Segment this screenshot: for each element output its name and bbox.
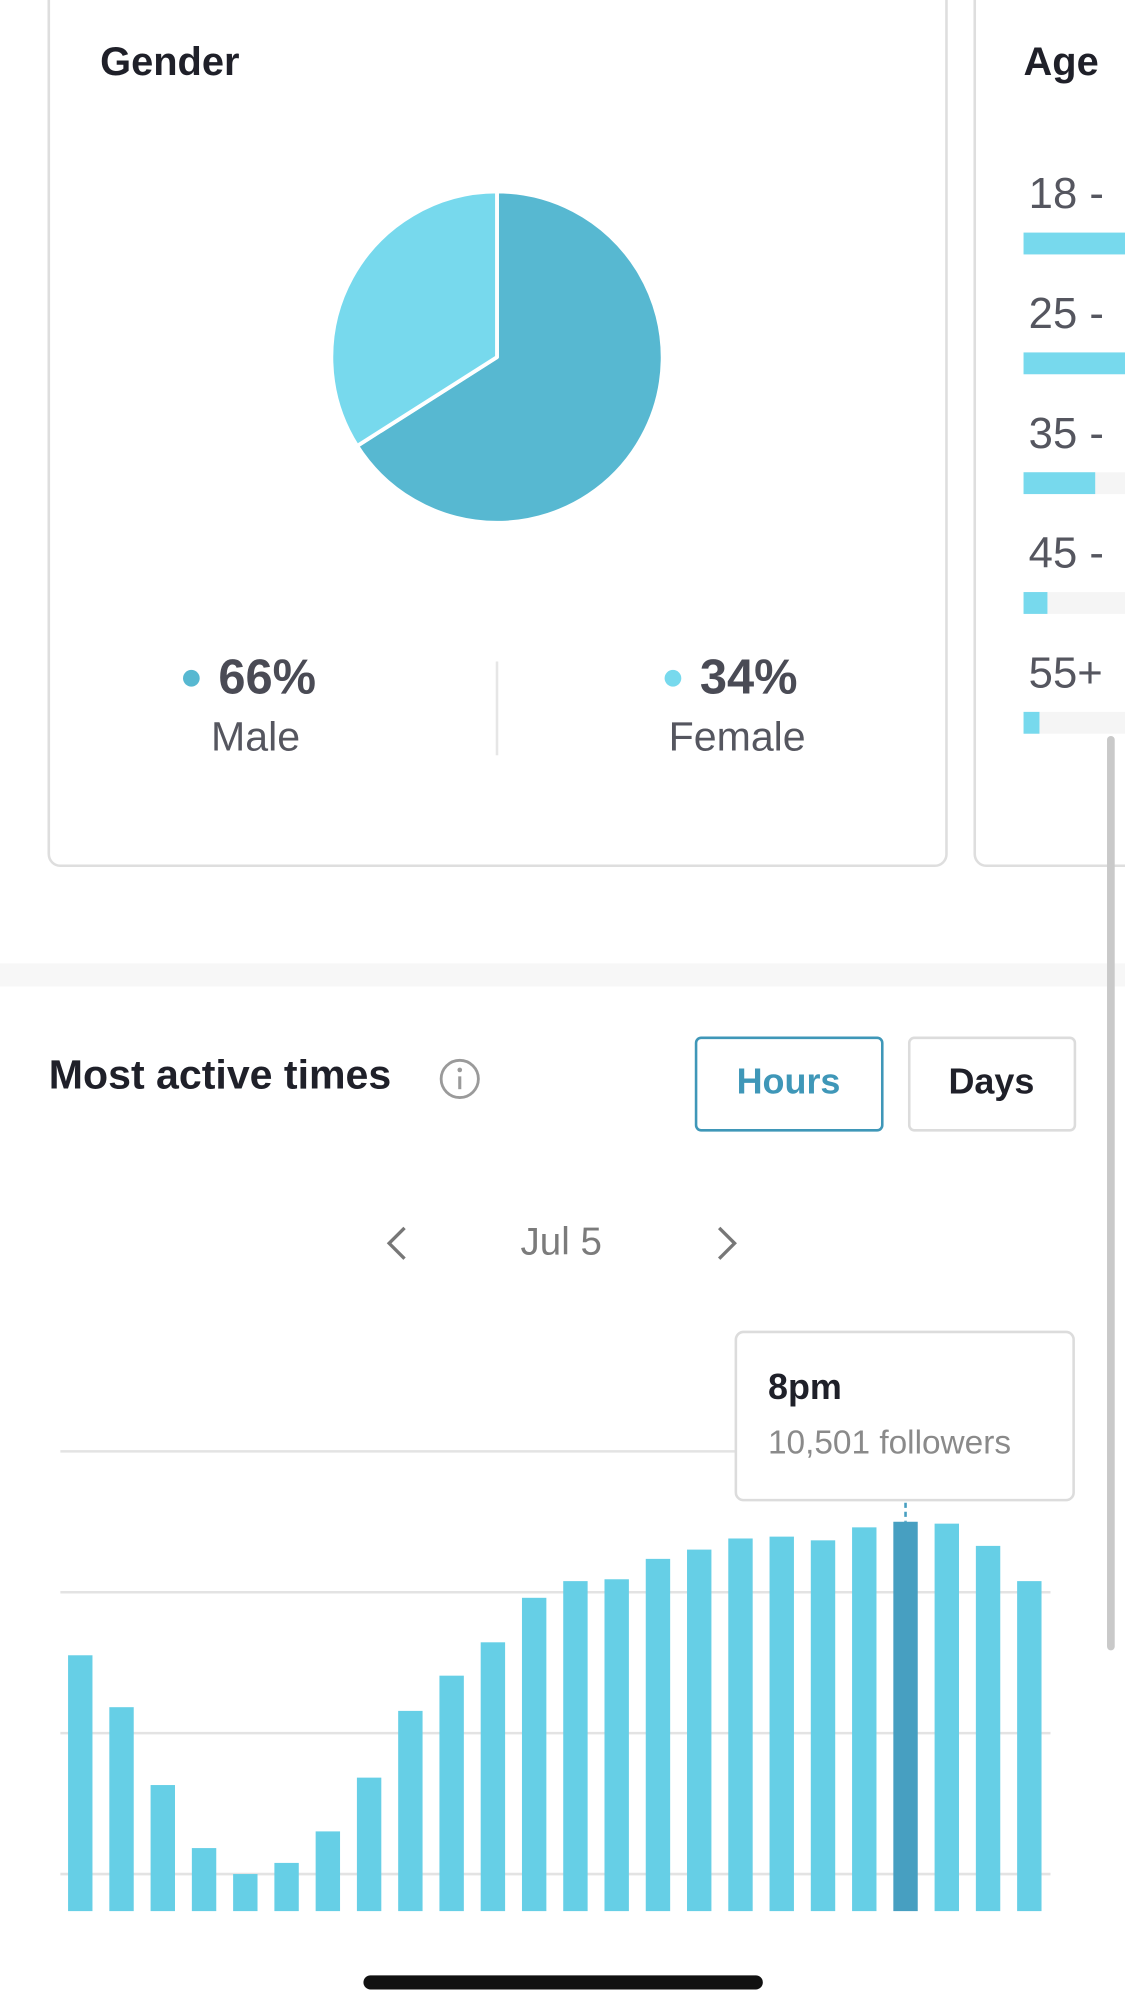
age-bar [1023, 232, 1125, 255]
age-label: 45 - [1029, 529, 1104, 578]
bar [728, 1538, 753, 1912]
info-circle [439, 1058, 480, 1099]
bar [852, 1527, 877, 1912]
bar [810, 1540, 836, 1912]
age-title: Age [1024, 40, 1099, 84]
gender-title: Gender [100, 40, 239, 84]
bar [563, 1581, 588, 1912]
next-arrow[interactable] [717, 1226, 737, 1260]
date-label: Jul 5 [521, 1221, 602, 1264]
age-card [973, 0, 1125, 868]
tooltip-text: 10,501 followers [768, 1425, 1011, 1462]
pie-slice [355, 189, 665, 525]
bar [975, 1545, 1001, 1912]
age-label: 25 - [1029, 289, 1104, 338]
bar [274, 1862, 299, 1912]
age-bar [1023, 711, 1040, 734]
age-track [1023, 592, 1125, 614]
bar [150, 1785, 175, 1912]
bar [191, 1848, 217, 1912]
bar [439, 1675, 464, 1912]
bar [604, 1579, 629, 1912]
info-icon[interactable] [439, 1058, 480, 1099]
info-dot [457, 1067, 463, 1073]
prev-arrow[interactable] [386, 1226, 406, 1260]
bar [315, 1831, 341, 1912]
legend-value: 34% [700, 651, 798, 705]
hours-button-label[interactable]: Hours [737, 1061, 841, 1102]
home-indicator [363, 1975, 763, 1990]
bar [1017, 1581, 1042, 1912]
bar [233, 1874, 258, 1912]
legend-dot [183, 669, 200, 687]
age-bar [1023, 592, 1048, 614]
bar [769, 1536, 794, 1912]
legend-label: Male [211, 714, 300, 760]
bar [109, 1707, 134, 1912]
bar [480, 1642, 506, 1912]
scrollbar [1107, 736, 1115, 1651]
age-label: 55+ [1029, 648, 1103, 697]
pie-slice [329, 189, 499, 448]
legend-dot [664, 669, 682, 687]
legend-value: 66% [218, 651, 316, 705]
bar [934, 1523, 959, 1912]
legend-label: Female [669, 714, 806, 760]
section-title: Most active times [49, 1051, 391, 1097]
age-bar [1023, 352, 1125, 375]
bar [893, 1521, 918, 1912]
bar [68, 1655, 93, 1912]
age-label: 35 - [1029, 409, 1104, 458]
age-label: 18 - [1029, 169, 1104, 218]
tooltip [734, 1330, 1075, 1502]
days-button-label[interactable]: Days [948, 1061, 1034, 1102]
bar [521, 1597, 547, 1912]
age-track [1023, 711, 1125, 734]
hours-button[interactable] [694, 1036, 884, 1132]
bar [356, 1777, 382, 1912]
age-bar [1023, 472, 1096, 495]
days-button[interactable] [907, 1036, 1077, 1132]
bar [687, 1549, 712, 1912]
tooltip-title: 8pm [768, 1366, 842, 1407]
bar [645, 1558, 671, 1912]
section-separator [0, 963, 1125, 987]
bar [398, 1710, 423, 1912]
